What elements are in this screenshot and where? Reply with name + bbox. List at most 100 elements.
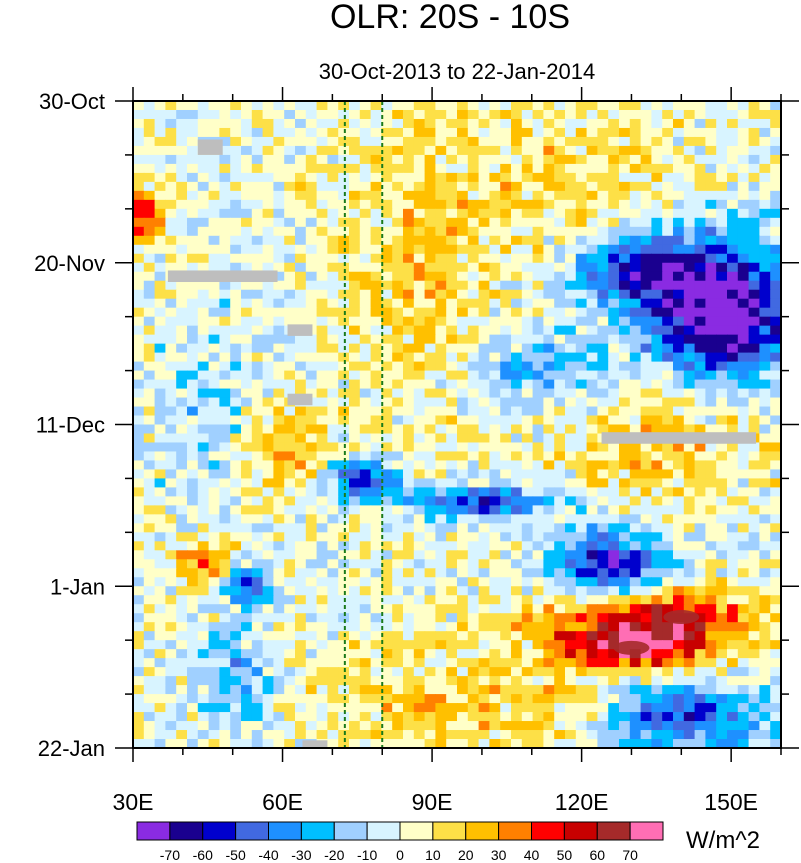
heatmap-cell: [403, 235, 415, 246]
heatmap-cell: [543, 694, 555, 704]
heatmap-cell: [478, 343, 490, 354]
heatmap-cell: [759, 262, 771, 273]
heatmap-cell: [392, 334, 404, 345]
heatmap-cell: [716, 262, 728, 273]
heatmap-cell: [133, 262, 145, 273]
heatmap-cell: [197, 424, 210, 435]
heatmap-cell: [197, 694, 210, 704]
heatmap-cell: [359, 406, 372, 417]
heatmap-cell: [694, 550, 706, 560]
heatmap-cell: [565, 343, 577, 354]
heatmap-cell: [770, 199, 781, 210]
heatmap-cell: [737, 136, 750, 147]
heatmap-cell: [349, 262, 361, 273]
heatmap-cell: [359, 109, 372, 120]
heatmap-cell: [629, 478, 642, 489]
heatmap-cell: [705, 541, 717, 551]
heatmap-cell: [575, 595, 588, 605]
heatmap-cell: [500, 640, 512, 650]
heatmap-cell: [500, 496, 512, 506]
heatmap-cell: [435, 649, 447, 659]
heatmap-cell: [597, 568, 609, 578]
heatmap-cell: [683, 514, 696, 524]
heatmap-cell: [446, 388, 458, 399]
heatmap-cell: [403, 271, 415, 282]
heatmap-cell: [619, 667, 631, 677]
heatmap-cell: [381, 721, 393, 731]
heatmap-cell: [305, 190, 318, 201]
heatmap-cell: [154, 226, 166, 237]
heatmap-cell: [381, 334, 393, 345]
heatmap-cell: [575, 577, 588, 587]
heatmap-cell: [467, 343, 480, 354]
heatmap-cell: [759, 145, 771, 156]
heatmap-cell: [727, 101, 739, 111]
heatmap-cell: [489, 136, 501, 147]
heatmap-cell: [273, 415, 285, 426]
heatmap-cell: [284, 388, 296, 399]
heatmap-cell: [770, 145, 781, 156]
heatmap-cell: [327, 397, 339, 408]
heatmap-cell: [705, 658, 717, 668]
heatmap-cell: [316, 298, 328, 309]
heatmap-cell: [478, 514, 490, 524]
heatmap-cell: [759, 514, 771, 524]
heatmap-cell: [651, 613, 663, 623]
heatmap-cell: [349, 109, 361, 120]
heatmap-cell: [467, 109, 480, 120]
heatmap-cell: [262, 289, 274, 300]
heatmap-cell: [154, 487, 166, 497]
heatmap-cell: [651, 685, 663, 695]
heatmap-cell: [575, 496, 588, 506]
heatmap-cell: [305, 451, 318, 462]
heatmap-cell: [403, 280, 415, 291]
heatmap-cell: [554, 154, 566, 165]
heatmap-cell: [295, 280, 307, 291]
heatmap-cell: [154, 361, 166, 372]
heatmap-cell: [683, 694, 696, 704]
heatmap-cell: [403, 379, 415, 390]
heatmap-cell: [467, 712, 480, 722]
heatmap-cell: [748, 451, 760, 462]
heatmap-cell: [619, 253, 631, 264]
heatmap-cell: [197, 406, 210, 417]
heatmap-cell: [176, 721, 188, 731]
heatmap-cell: [748, 118, 760, 129]
heatmap-cell: [673, 685, 685, 695]
heatmap-cell: [748, 145, 760, 156]
heatmap-cell: [208, 361, 220, 372]
heatmap-cell: [349, 217, 361, 228]
heatmap-cell: [219, 361, 231, 372]
heatmap-cell: [370, 442, 382, 453]
heatmap-cell: [187, 343, 199, 354]
heatmap-cell: [359, 388, 372, 399]
heatmap-cell: [673, 604, 685, 614]
colorbar-label: -70: [160, 847, 180, 863]
heatmap-cell: [759, 379, 771, 390]
heatmap-cell: [424, 280, 436, 291]
heatmap-cell: [748, 352, 760, 363]
heatmap-cell: [446, 613, 458, 623]
heatmap-cell: [770, 550, 781, 560]
heatmap-cell: [154, 523, 166, 533]
heatmap-cell: [230, 631, 242, 641]
heatmap-cell: [284, 721, 296, 731]
heatmap-cell: [619, 739, 631, 748]
heatmap-cell: [619, 190, 631, 201]
heatmap-cell: [608, 343, 620, 354]
anomaly-core: [613, 640, 650, 655]
heatmap-cell: [349, 235, 361, 246]
heatmap-cell: [694, 586, 706, 596]
heatmap-cell: [370, 136, 382, 147]
heatmap-cell: [748, 649, 760, 659]
heatmap-cell: [424, 631, 436, 641]
heatmap-cell: [219, 262, 231, 273]
heatmap-cell: [133, 352, 145, 363]
heatmap-cell: [651, 208, 663, 219]
heatmap-cell: [629, 316, 642, 327]
heatmap-cell: [133, 694, 145, 704]
heatmap-cell: [489, 631, 501, 641]
heatmap-cell: [651, 109, 663, 120]
heatmap-cell: [651, 361, 663, 372]
heatmap-cell: [662, 469, 674, 480]
